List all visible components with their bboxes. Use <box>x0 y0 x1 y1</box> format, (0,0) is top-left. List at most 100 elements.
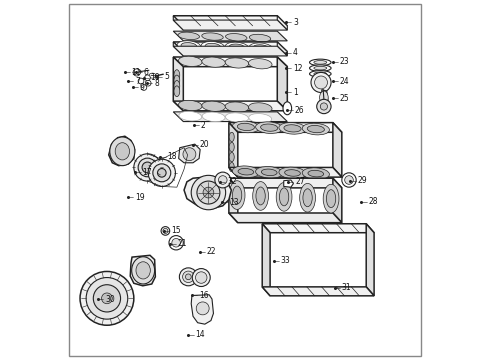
Ellipse shape <box>315 76 327 89</box>
Ellipse shape <box>342 173 356 187</box>
Ellipse shape <box>229 44 245 51</box>
Text: 30: 30 <box>105 294 115 303</box>
Text: 10: 10 <box>151 73 160 82</box>
Ellipse shape <box>202 33 223 40</box>
Ellipse shape <box>326 190 336 208</box>
Ellipse shape <box>172 238 180 247</box>
Ellipse shape <box>285 170 300 176</box>
Ellipse shape <box>178 56 202 67</box>
Ellipse shape <box>142 162 153 173</box>
Ellipse shape <box>225 33 247 41</box>
Ellipse shape <box>179 268 197 286</box>
Ellipse shape <box>300 183 316 212</box>
Ellipse shape <box>314 66 327 70</box>
Polygon shape <box>333 178 342 223</box>
Text: 17: 17 <box>143 168 152 177</box>
Polygon shape <box>262 224 270 296</box>
Polygon shape <box>173 20 287 30</box>
Ellipse shape <box>232 186 242 204</box>
Ellipse shape <box>178 100 202 111</box>
Text: 1: 1 <box>293 87 298 96</box>
Ellipse shape <box>261 169 277 176</box>
Polygon shape <box>229 167 342 177</box>
Ellipse shape <box>101 293 112 304</box>
Ellipse shape <box>141 85 147 90</box>
Ellipse shape <box>248 103 272 113</box>
Text: 9: 9 <box>140 83 145 92</box>
Text: 32: 32 <box>227 177 237 186</box>
Ellipse shape <box>249 34 271 42</box>
Ellipse shape <box>314 72 327 76</box>
Polygon shape <box>173 57 183 111</box>
Text: 22: 22 <box>207 247 217 256</box>
Polygon shape <box>284 180 294 187</box>
Ellipse shape <box>201 41 225 52</box>
Ellipse shape <box>276 183 292 211</box>
Ellipse shape <box>174 70 180 81</box>
Ellipse shape <box>253 45 269 51</box>
Polygon shape <box>277 42 287 56</box>
Ellipse shape <box>177 41 201 51</box>
Polygon shape <box>179 144 200 163</box>
Ellipse shape <box>192 269 210 287</box>
Text: 2: 2 <box>201 121 206 130</box>
Polygon shape <box>184 176 231 209</box>
Ellipse shape <box>232 121 260 133</box>
Polygon shape <box>277 57 287 111</box>
Text: 31: 31 <box>342 283 351 292</box>
Ellipse shape <box>153 164 171 182</box>
Text: 19: 19 <box>135 193 145 202</box>
Ellipse shape <box>146 80 151 86</box>
Ellipse shape <box>178 32 199 40</box>
Text: 8: 8 <box>154 79 159 88</box>
Polygon shape <box>173 42 287 51</box>
Ellipse shape <box>310 71 331 77</box>
Text: 26: 26 <box>294 105 304 114</box>
Polygon shape <box>333 123 342 177</box>
Ellipse shape <box>225 42 249 53</box>
Text: 7: 7 <box>135 77 140 86</box>
Polygon shape <box>173 112 287 122</box>
Polygon shape <box>191 295 214 324</box>
Ellipse shape <box>205 43 221 50</box>
Ellipse shape <box>134 154 161 181</box>
Polygon shape <box>173 46 287 56</box>
Ellipse shape <box>138 158 157 177</box>
Ellipse shape <box>279 188 289 206</box>
Text: 25: 25 <box>340 94 349 103</box>
Ellipse shape <box>229 162 234 172</box>
Ellipse shape <box>202 101 225 111</box>
Ellipse shape <box>138 78 144 84</box>
Ellipse shape <box>136 262 150 279</box>
Polygon shape <box>173 42 183 56</box>
Ellipse shape <box>311 72 331 93</box>
Ellipse shape <box>225 102 249 112</box>
Ellipse shape <box>256 167 283 178</box>
Polygon shape <box>322 90 328 105</box>
Polygon shape <box>262 287 374 296</box>
Polygon shape <box>109 136 135 166</box>
Polygon shape <box>173 31 287 41</box>
Ellipse shape <box>93 285 121 312</box>
Ellipse shape <box>303 189 312 207</box>
Ellipse shape <box>253 181 269 210</box>
Ellipse shape <box>310 65 331 71</box>
Ellipse shape <box>256 187 265 205</box>
Text: 16: 16 <box>199 291 209 300</box>
Ellipse shape <box>174 81 180 91</box>
Ellipse shape <box>229 181 245 210</box>
Polygon shape <box>229 178 342 188</box>
Ellipse shape <box>179 111 202 121</box>
Text: 14: 14 <box>196 330 205 339</box>
Ellipse shape <box>186 274 191 280</box>
Ellipse shape <box>249 113 271 123</box>
Text: 11: 11 <box>132 68 141 77</box>
Ellipse shape <box>229 142 234 152</box>
Ellipse shape <box>256 122 283 134</box>
Text: 13: 13 <box>230 198 239 207</box>
Text: 33: 33 <box>281 256 291 265</box>
Text: 28: 28 <box>368 197 378 206</box>
Ellipse shape <box>283 102 292 115</box>
Ellipse shape <box>279 122 306 134</box>
Text: 21: 21 <box>177 239 187 248</box>
